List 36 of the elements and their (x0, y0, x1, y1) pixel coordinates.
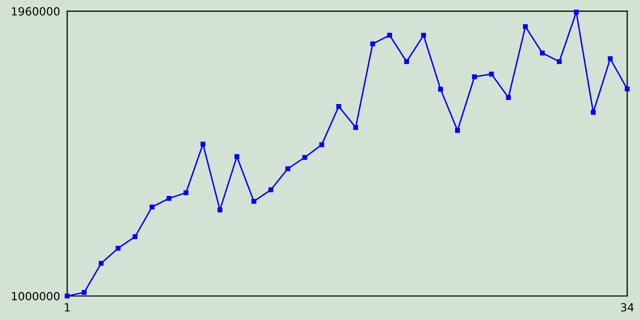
point (522, 24, 528, 30)
point (302, 155, 308, 160)
x-tick-label: 34 (620, 303, 634, 312)
point (608, 56, 613, 62)
point (624, 86, 630, 92)
point (64, 294, 70, 298)
point (404, 59, 410, 64)
point (82, 290, 87, 295)
point (506, 95, 511, 100)
y-tick-label: 1000000 (12, 292, 60, 300)
point (387, 32, 392, 38)
point (132, 234, 138, 240)
point (590, 110, 596, 115)
point (574, 10, 579, 15)
point (353, 125, 358, 130)
point (150, 204, 154, 210)
point (184, 190, 188, 196)
point (455, 128, 460, 133)
point (421, 32, 426, 38)
point (472, 74, 477, 80)
point (116, 246, 121, 251)
point (268, 187, 274, 192)
point (489, 72, 494, 77)
point (438, 86, 443, 92)
y-tick-label: 1960000 (12, 7, 60, 16)
point (556, 59, 562, 64)
point (370, 41, 376, 46)
point (200, 142, 206, 147)
point (217, 208, 222, 212)
point (166, 196, 172, 201)
point (336, 104, 342, 109)
point (98, 260, 104, 266)
point (540, 50, 545, 56)
point (251, 198, 256, 204)
x-tick-label: 1 (64, 303, 70, 312)
point (234, 154, 240, 159)
